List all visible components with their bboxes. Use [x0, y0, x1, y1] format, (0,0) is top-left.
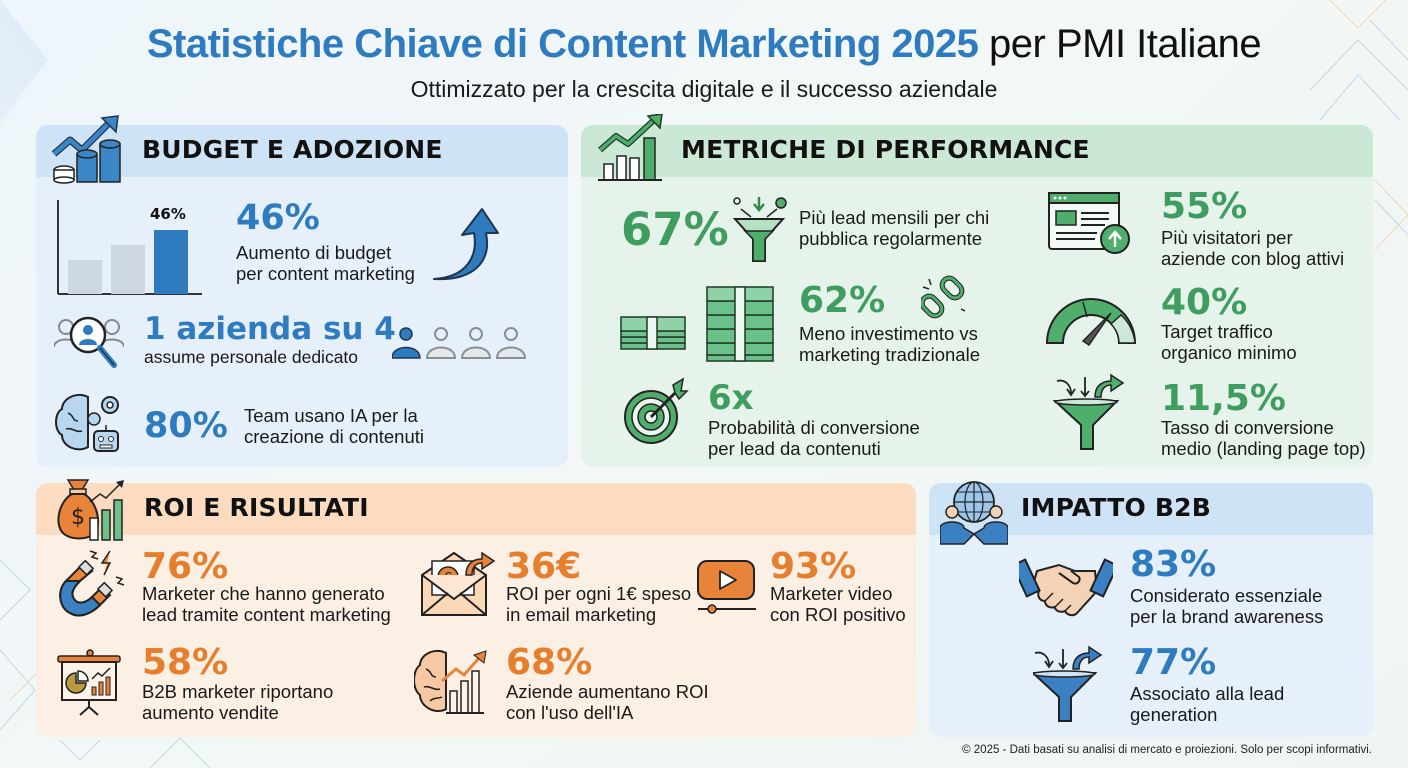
global-business-icon [940, 480, 1008, 546]
budget-panel: BUDGET E ADOZIONE 46% 46% Aumento di bud… [36, 125, 568, 467]
budget-increase-label: Aumento di budget per content marketing [236, 242, 415, 284]
metric-label: Più lead mensili per chi pubblica regola… [799, 207, 990, 249]
metric-label: ROI per ogni 1€ speso in email marketing [506, 583, 692, 625]
hiring-label: assume personale dedicato [144, 347, 359, 367]
bar-chart-growth-icon [598, 114, 664, 182]
budget-bar-chart: 46% [56, 200, 206, 296]
brain-robot-icon [54, 391, 126, 457]
coins-growth-icon [52, 114, 124, 184]
budget-panel-header: BUDGET E ADOZIONE [36, 125, 568, 177]
metric-value: 58% [142, 642, 229, 683]
metric-value: 68% [506, 642, 593, 683]
email-euro-icon: € [418, 549, 496, 619]
gauge-icon [1041, 297, 1141, 347]
page-title: Statistiche Chiave di Content Marketing … [146, 22, 1262, 66]
curved-arrow-up-icon [428, 207, 502, 283]
roi-panel: ROI E RISULTATI 76% Marketer che hanno g… [36, 483, 916, 737]
metric-value: 36€ [506, 546, 582, 587]
metric-label: Associato alla lead generation [1130, 683, 1285, 725]
presentation-icon [56, 649, 122, 717]
panel-title: ROI E RISULTATI [144, 493, 369, 522]
metric-value: 40% [1161, 282, 1248, 323]
metric-value: 6x [708, 378, 754, 418]
target-icon [621, 377, 691, 447]
metric-label: Aziende aumentano ROI con l'uso dell'IA [506, 681, 709, 723]
funnel-icon [731, 195, 787, 265]
svg-text:$: $ [71, 505, 85, 530]
funnel-arrows-icon [1053, 373, 1127, 453]
metric-label: Considerato essenziale per la brand awar… [1130, 585, 1324, 627]
metric-label: Tasso di conversione medio (landing page… [1161, 417, 1366, 459]
metric-value: 11,5% [1161, 378, 1286, 419]
handshake-icon [1019, 555, 1113, 617]
video-play-icon [696, 559, 758, 617]
magnet-icon [52, 547, 126, 621]
metric-value: 62% [799, 280, 886, 321]
metric-value: 93% [770, 546, 857, 587]
metric-label: Marketer video con ROI positivo [770, 583, 906, 625]
panel-title: BUDGET E ADOZIONE [142, 135, 443, 164]
metric-value: 83% [1130, 544, 1217, 585]
performance-panel-header: METRICHE DI PERFORMANCE [581, 125, 1373, 177]
roi-panel-header: ROI E RISULTATI [36, 483, 916, 535]
footer-note: © 2025 - Dati basati su analisi di merca… [962, 744, 1372, 756]
metric-value: 76% [142, 546, 229, 587]
metric-label: Marketer che hanno generato lead tramite… [142, 583, 391, 625]
brain-chart-icon [414, 647, 490, 717]
metric-label: Meno investimento vs marketing tradizion… [799, 323, 980, 365]
browser-upload-icon [1047, 191, 1131, 255]
metric-label: Probabilità di conversione per lead da c… [708, 417, 920, 459]
panel-title: METRICHE DI PERFORMANCE [681, 135, 1090, 164]
b2b-panel: IMPATTO B2B 83% Considerato essenziale p… [929, 483, 1373, 737]
metric-value: 55% [1161, 186, 1248, 227]
panel-title: IMPATTO B2B [1021, 493, 1211, 522]
ai-label: Team usano IA per la creazione di conten… [244, 405, 424, 447]
hiring-value: 1 azienda su 4 [144, 311, 396, 347]
bar-label: 46% [150, 205, 186, 223]
money-stack-icon [619, 283, 779, 365]
budget-increase-value: 46% [236, 198, 320, 238]
metric-value: 67% [621, 203, 729, 256]
broken-link-icon [921, 275, 967, 319]
money-bag-icon: $ [54, 476, 126, 542]
metric-label: Target traffico organico minimo [1161, 321, 1297, 363]
talent-search-icon [54, 309, 124, 373]
people-ratio-icon [392, 326, 528, 360]
page-subtitle: Ottimizzato per la crescita digitale e i… [410, 76, 998, 102]
metric-label: Più visitatori per aziende con blog atti… [1161, 227, 1345, 269]
metric-value: 77% [1130, 642, 1217, 683]
ai-value: 80% [144, 406, 228, 446]
header: Statistiche Chiave di Content Marketing … [0, 18, 1408, 103]
funnel-arrows-icon [1033, 643, 1107, 725]
metric-label: B2B marketer riportano aumento vendite [142, 681, 334, 723]
performance-panel: METRICHE DI PERFORMANCE 67% Più lead men… [581, 125, 1373, 467]
